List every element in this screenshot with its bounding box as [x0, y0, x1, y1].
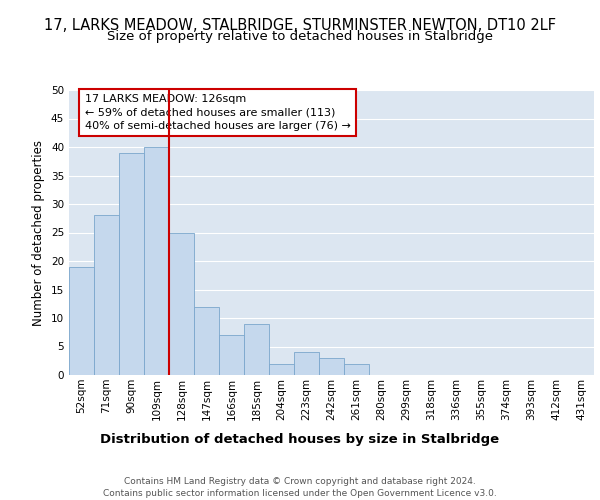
Text: 17, LARKS MEADOW, STALBRIDGE, STURMINSTER NEWTON, DT10 2LF: 17, LARKS MEADOW, STALBRIDGE, STURMINSTE… — [44, 18, 556, 32]
Text: Size of property relative to detached houses in Stalbridge: Size of property relative to detached ho… — [107, 30, 493, 43]
Bar — [244, 324, 269, 375]
Bar — [69, 266, 94, 375]
Bar — [294, 352, 319, 375]
Bar — [269, 364, 294, 375]
Text: 17 LARKS MEADOW: 126sqm
← 59% of detached houses are smaller (113)
40% of semi-d: 17 LARKS MEADOW: 126sqm ← 59% of detache… — [85, 94, 350, 130]
Bar — [194, 306, 219, 375]
Text: Distribution of detached houses by size in Stalbridge: Distribution of detached houses by size … — [100, 432, 500, 446]
Y-axis label: Number of detached properties: Number of detached properties — [32, 140, 46, 326]
Bar — [344, 364, 369, 375]
Bar — [169, 232, 194, 375]
Text: Contains HM Land Registry data © Crown copyright and database right 2024.
Contai: Contains HM Land Registry data © Crown c… — [103, 476, 497, 498]
Bar — [94, 216, 119, 375]
Bar — [144, 147, 169, 375]
Bar — [219, 335, 244, 375]
Bar — [119, 152, 144, 375]
Bar — [319, 358, 344, 375]
